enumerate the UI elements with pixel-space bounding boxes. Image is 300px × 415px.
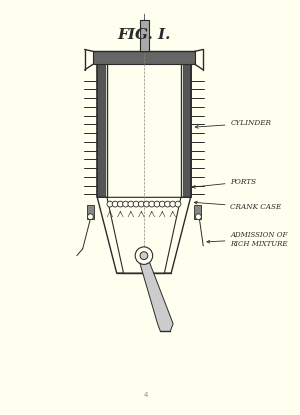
Circle shape <box>175 201 181 207</box>
Bar <box>183 64 190 197</box>
Circle shape <box>107 201 113 207</box>
Circle shape <box>118 201 123 207</box>
Circle shape <box>144 201 149 207</box>
Polygon shape <box>107 197 181 273</box>
Circle shape <box>165 201 170 207</box>
Bar <box>140 20 149 51</box>
Circle shape <box>159 201 165 207</box>
Text: CRANK CASE: CRANK CASE <box>194 201 282 211</box>
Bar <box>87 205 94 219</box>
Bar <box>194 205 201 219</box>
Circle shape <box>140 252 148 259</box>
Circle shape <box>170 201 176 207</box>
Circle shape <box>149 201 155 207</box>
Circle shape <box>112 201 118 207</box>
Bar <box>97 64 105 197</box>
Circle shape <box>154 201 160 207</box>
Circle shape <box>123 201 128 207</box>
Text: 4: 4 <box>144 392 148 398</box>
Circle shape <box>133 201 139 207</box>
Polygon shape <box>97 197 190 273</box>
Bar <box>107 64 181 197</box>
Circle shape <box>138 201 144 207</box>
Polygon shape <box>139 261 173 332</box>
Circle shape <box>88 214 93 220</box>
Circle shape <box>128 201 134 207</box>
Circle shape <box>135 247 153 264</box>
Text: CYLINDER: CYLINDER <box>195 120 272 128</box>
Text: FIG. I.: FIG. I. <box>117 28 171 42</box>
Circle shape <box>196 214 201 220</box>
Bar <box>93 51 194 64</box>
Text: ADMISSION OF
RICH MIXTURE: ADMISSION OF RICH MIXTURE <box>207 230 288 248</box>
Text: PORTS: PORTS <box>192 178 256 188</box>
